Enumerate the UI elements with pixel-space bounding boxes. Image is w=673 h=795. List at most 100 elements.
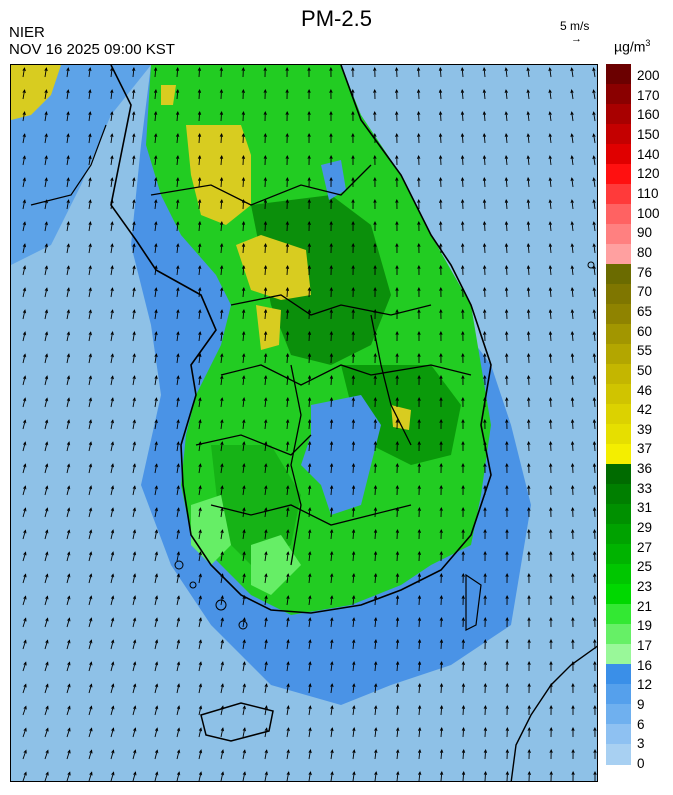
wind-vector <box>22 772 27 781</box>
wind-vector <box>330 441 333 452</box>
wind-vector <box>242 331 245 342</box>
wind-vector-head <box>526 352 531 357</box>
wind-vector-head <box>460 198 465 203</box>
wind-vector-head <box>110 265 114 270</box>
wind-vector-head <box>176 573 180 578</box>
wind-vector-head <box>88 573 93 578</box>
wind-vector-head <box>351 220 355 225</box>
wind-vector-head <box>132 529 137 534</box>
wind-vector <box>418 727 421 738</box>
wind-vector-head <box>307 88 311 93</box>
wind-vector-head <box>417 220 421 225</box>
wind-vector-head <box>176 177 180 182</box>
wind-vector <box>176 200 179 210</box>
wind-vector-head <box>132 199 136 204</box>
wind-vector-head <box>176 441 180 446</box>
wind-vector-head <box>111 749 115 754</box>
wind-vector <box>220 354 223 364</box>
wind-vector-head <box>89 727 93 732</box>
wind-vector <box>286 640 289 650</box>
wind-vector <box>154 464 158 474</box>
wind-vector <box>286 353 289 364</box>
wind-vector-head <box>23 705 27 710</box>
wind-vector-head <box>132 177 136 182</box>
wind-vector-head <box>22 287 27 292</box>
wind-vector <box>286 375 289 386</box>
wind-vector-head <box>110 595 115 600</box>
wind-vector <box>220 398 223 408</box>
wind-vector-head <box>307 176 311 181</box>
wind-vector <box>198 376 201 386</box>
wind-vector-head <box>417 726 422 732</box>
wind-vector-head <box>570 177 574 182</box>
wind-vector-head <box>395 154 399 159</box>
wind-vector <box>22 112 26 122</box>
wind-vector <box>483 221 486 232</box>
wind-vector <box>286 464 289 474</box>
wind-vector-head <box>461 726 466 731</box>
wind-vector <box>88 354 92 364</box>
wind-vector <box>66 684 71 694</box>
wind-vector-head <box>504 352 509 357</box>
wind-vector-head <box>66 155 70 160</box>
wind-vector-head <box>482 198 487 203</box>
wind-vector-head <box>482 88 487 94</box>
wind-vector <box>527 221 530 232</box>
wind-vector <box>528 353 530 364</box>
wind-vector-head <box>570 462 575 467</box>
wind-vector-head <box>154 155 158 160</box>
wind-vector <box>374 662 377 672</box>
wind-vector-head <box>329 198 333 203</box>
wind-vector <box>593 375 596 386</box>
wind-vector <box>242 486 245 496</box>
wind-vector <box>88 200 91 210</box>
wind-vector-head <box>154 419 158 424</box>
wind-vector-head <box>132 683 137 688</box>
wind-vector-head <box>504 286 509 291</box>
wind-vector-head <box>88 243 92 248</box>
wind-vector <box>396 661 399 672</box>
wind-vector <box>308 706 311 716</box>
wind-vector-head <box>329 396 334 401</box>
wind-vector <box>132 156 135 166</box>
wind-vector-head <box>23 661 27 666</box>
colorbar-segment <box>606 484 631 505</box>
wind-vector-head <box>351 66 355 71</box>
wind-vector-head <box>23 595 27 600</box>
wind-vector <box>352 551 355 562</box>
wind-vector <box>88 310 92 320</box>
wind-vector <box>242 376 245 386</box>
wind-vector-head <box>264 771 268 776</box>
wind-vector-head <box>110 133 114 138</box>
wind-vector-head <box>220 551 224 556</box>
wind-vector-head <box>176 595 181 600</box>
wind-vector <box>154 442 158 452</box>
wind-vector-head <box>241 154 246 159</box>
wind-vector <box>198 464 201 474</box>
wind-vector-head <box>549 528 553 533</box>
wind-vector <box>154 574 158 584</box>
wind-vector-head <box>67 639 71 644</box>
wind-vector-head <box>110 155 114 160</box>
wind-vector-head <box>220 771 225 776</box>
wind-vector <box>22 530 26 540</box>
wind-vector-head <box>198 749 203 754</box>
wind-vector-head <box>483 616 487 621</box>
wind-vector-head <box>373 330 377 335</box>
wind-vector <box>66 178 69 188</box>
wind-vector <box>374 507 377 518</box>
wind-vector-head <box>549 682 553 687</box>
wind-vector-head <box>110 67 114 72</box>
colorbar-segment <box>606 424 631 445</box>
wind-vector <box>176 442 179 452</box>
wind-vector <box>418 617 421 628</box>
wind-vector-head <box>264 485 268 490</box>
wind-vector <box>110 508 114 518</box>
wind-vector-head <box>198 529 202 534</box>
wind-vector-head <box>286 749 290 754</box>
wind-vector-head <box>89 595 93 600</box>
wind-vector-head <box>220 507 224 512</box>
wind-vector-head <box>329 286 334 291</box>
wind-vector <box>264 508 267 518</box>
wind-vector <box>264 706 268 716</box>
